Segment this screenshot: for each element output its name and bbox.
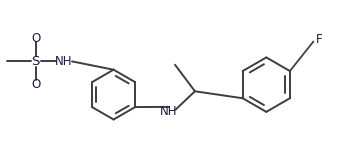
Text: NH: NH [160,105,177,118]
Text: S: S [32,55,40,68]
Text: NH: NH [55,55,72,68]
Text: F: F [316,33,323,46]
Text: O: O [31,32,40,45]
Text: O: O [31,78,40,91]
